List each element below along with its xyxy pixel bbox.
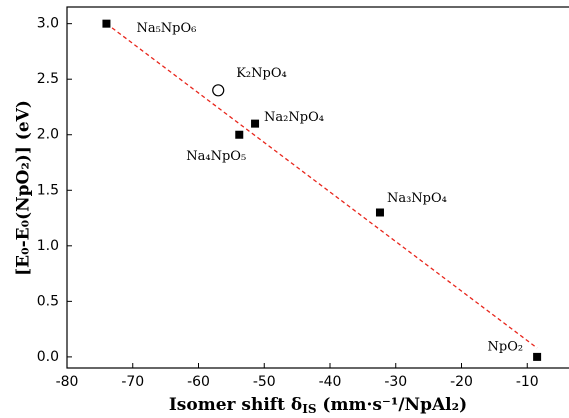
y-tick-label: 2.5 [37, 71, 59, 87]
point-label: Na₄NpO₅ [186, 149, 246, 164]
point-label: Na₂NpO₄ [264, 110, 324, 125]
x-tick-label: -10 [516, 374, 539, 390]
point [375, 208, 384, 217]
point [102, 19, 111, 28]
y-tick-label: 0.5 [37, 293, 59, 309]
point-label: K₂NpO₄ [236, 66, 287, 81]
x-label-part: (mm·s⁻¹/NpAl₂) [317, 395, 468, 415]
x-tick-label: -20 [450, 374, 473, 390]
fit-line [106, 23, 538, 349]
x-tick-label: -60 [187, 374, 210, 390]
y-tick-label: 0.0 [37, 349, 59, 365]
point [235, 130, 244, 139]
y-tick-label: 2.0 [37, 127, 59, 143]
point [212, 84, 225, 97]
plot-frame [66, 6, 569, 369]
y-tick-label: 1.5 [37, 182, 59, 198]
x-tick-label: -50 [253, 374, 276, 390]
x-tick-label: -30 [384, 374, 407, 390]
point [251, 119, 260, 128]
x-label-sub: IS [302, 402, 316, 416]
y-tick-label: 3.0 [37, 16, 59, 32]
point-label: Na₅NpO₆ [136, 21, 196, 36]
y-axis-label: [E₀-E₀(NpO₂)] (eV) [14, 100, 34, 276]
x-axis-label: Isomer shift δIS (mm·s⁻¹/NpAl₂) [169, 395, 467, 416]
x-tick-label: -40 [319, 374, 342, 390]
x-tick-label: -80 [56, 374, 79, 390]
point-label: Na₃NpO₄ [387, 191, 447, 206]
y-tick-label: 1.0 [37, 238, 59, 254]
point [533, 352, 542, 361]
x-label-part: Isomer shift δ [169, 395, 302, 415]
x-tick-label: -70 [121, 374, 144, 390]
point-label: NpO₂ [488, 339, 524, 354]
